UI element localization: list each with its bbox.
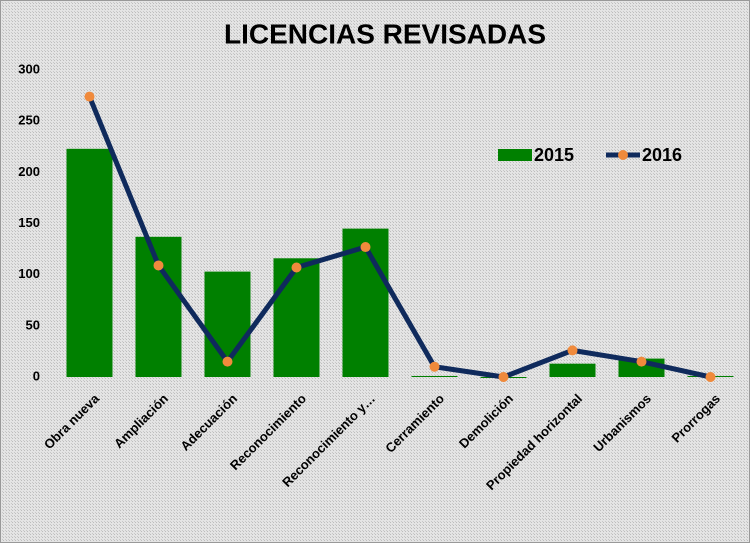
y-tick-label: 100 [18,266,40,281]
chart-title: LICENCIAS REVISADAS [224,18,546,49]
legend-marker [618,150,628,160]
marker [360,242,371,253]
bar [135,236,182,377]
y-tick-label: 150 [18,215,40,230]
line [87,95,712,380]
y-tick-label: 50 [26,317,40,332]
bar [411,375,458,377]
bar [66,148,113,377]
marker [567,345,578,356]
marker [153,260,164,271]
marker [291,262,302,273]
legend-label: 2016 [642,145,682,165]
y-tick-label: 250 [18,113,40,128]
bar [273,258,320,377]
marker [705,372,716,382]
marker [636,356,647,367]
y-tick-label: 200 [18,164,40,179]
bar [549,363,596,377]
y-tick-label: 300 [18,61,40,76]
y-tick-label: 0 [33,368,40,383]
legend-swatch [498,149,532,161]
legend-label: 2015 [534,145,574,165]
marker [222,356,233,367]
marker [84,91,95,102]
marker [429,361,440,372]
marker [498,372,509,382]
